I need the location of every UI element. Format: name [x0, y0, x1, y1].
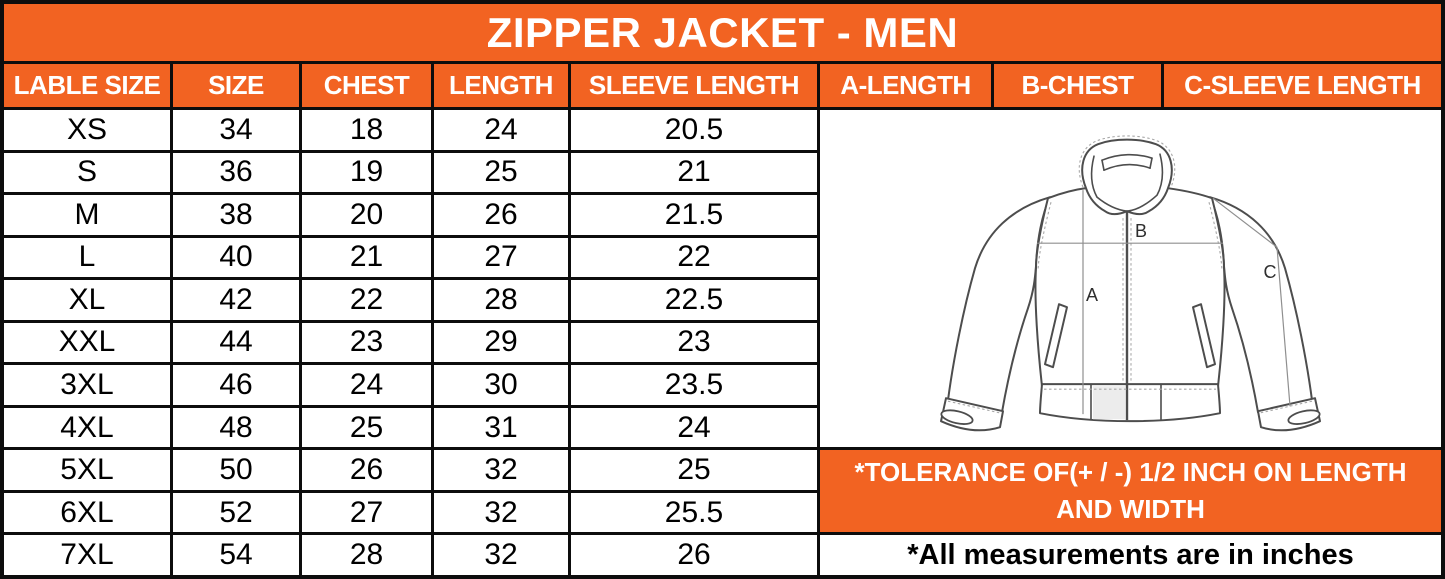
table-cell-chest: 25	[302, 407, 431, 448]
table-cell-length: 29	[434, 322, 568, 363]
jacket-left-pocket	[1044, 303, 1068, 369]
table-cell-sleeve-length: 22.5	[571, 280, 817, 320]
table-cell-size: 40	[173, 237, 299, 278]
table-cell-length: 30	[434, 365, 568, 405]
table-cell-chest: 22	[302, 280, 431, 320]
left-cuff-opening	[940, 409, 974, 425]
table-cell-label-size: 5XL	[4, 450, 170, 490]
column-header-length: LENGTH	[434, 64, 568, 107]
chart-title: ZIPPER JACKET - MEN	[4, 4, 1441, 61]
table-cell-label-size: XS	[4, 110, 170, 150]
table-cell-length: 32	[434, 450, 568, 490]
table-cell-sleeve-length: 24	[571, 407, 817, 448]
column-header-a-length: A-LENGTH	[820, 64, 991, 107]
table-cell-label-size: S	[4, 152, 170, 193]
jacket-body	[1034, 187, 1226, 388]
table-cell-size: 44	[173, 322, 299, 363]
length-measure-label: A	[1086, 285, 1098, 305]
table-cell-size: 48	[173, 407, 299, 448]
table-cell-size: 38	[173, 195, 299, 235]
table-cell-label-size: 7XL	[4, 535, 170, 575]
sleeve-measure-line	[1212, 197, 1291, 407]
table-cell-sleeve-length: 26	[571, 535, 817, 575]
table-cell-chest: 27	[302, 492, 431, 533]
table-cell-label-size: XL	[4, 280, 170, 320]
stitching	[947, 135, 1313, 414]
table-cell-size: 34	[173, 110, 299, 150]
table-cell-sleeve-length: 21	[571, 152, 817, 193]
table-cell-length: 25	[434, 152, 568, 193]
table-cell-label-size: M	[4, 195, 170, 235]
tolerance-note: *TOLERANCE OF(+ / -) 1/2 INCH ON LENGTH …	[820, 450, 1441, 533]
table-cell-sleeve-length: 22	[571, 237, 817, 278]
table-cell-label-size: 6XL	[4, 492, 170, 533]
table-cell-chest: 23	[302, 322, 431, 363]
table-cell-chest: 26	[302, 450, 431, 490]
waistband-tab	[1093, 386, 1125, 420]
table-cell-length: 24	[434, 110, 568, 150]
table-cell-label-size: L	[4, 237, 170, 278]
table-cell-size: 42	[173, 280, 299, 320]
table-cell-length: 32	[434, 535, 568, 575]
table-cell-length: 31	[434, 407, 568, 448]
table-cell-length: 32	[434, 492, 568, 533]
table-cell-label-size: 4XL	[4, 407, 170, 448]
table-cell-chest: 28	[302, 535, 431, 575]
jacket-waistband	[1039, 383, 1221, 423]
table-cell-label-size: XXL	[4, 322, 170, 363]
table-cell-sleeve-length: 23.5	[571, 365, 817, 405]
table-cell-sleeve-length: 21.5	[571, 195, 817, 235]
table-cell-size: 54	[173, 535, 299, 575]
table-cell-length: 27	[434, 237, 568, 278]
column-header-label-size: LABLE SIZE	[4, 64, 170, 107]
column-header-b-chest: B-CHEST	[994, 64, 1161, 107]
table-cell-label-size: 3XL	[4, 365, 170, 405]
table-cell-length: 26	[434, 195, 568, 235]
column-header-size: SIZE	[173, 64, 299, 107]
jacket-diagram: A B C	[940, 135, 1321, 432]
table-cell-size: 52	[173, 492, 299, 533]
table-cell-chest: 20	[302, 195, 431, 235]
table-cell-chest: 21	[302, 237, 431, 278]
units-note: *All measurements are in inches	[820, 535, 1441, 575]
jacket-diagram-panel: A B C	[820, 110, 1441, 448]
column-header-sleeve-length: SLEEVE LENGTH	[571, 64, 817, 107]
jacket-right-pocket	[1192, 303, 1216, 369]
table-cell-sleeve-length: 23	[571, 322, 817, 363]
table-cell-size: 46	[173, 365, 299, 405]
table-cell-size: 50	[173, 450, 299, 490]
table-cell-chest: 19	[302, 152, 431, 193]
table-cell-chest: 18	[302, 110, 431, 150]
table-cell-chest: 24	[302, 365, 431, 405]
sleeve-measure-label: C	[1264, 262, 1277, 282]
column-header-c-sleeve-length: C-SLEEVE LENGTH	[1164, 64, 1441, 107]
table-cell-sleeve-length: 25.5	[571, 492, 817, 533]
jacket-collar	[1081, 138, 1173, 216]
table-cell-size: 36	[173, 152, 299, 193]
table-cell-sleeve-length: 25	[571, 450, 817, 490]
chest-measure-label: B	[1135, 221, 1147, 241]
column-header-chest: CHEST	[302, 64, 431, 107]
table-cell-length: 28	[434, 280, 568, 320]
right-cuff-opening	[1287, 409, 1321, 425]
table-cell-sleeve-length: 20.5	[571, 110, 817, 150]
